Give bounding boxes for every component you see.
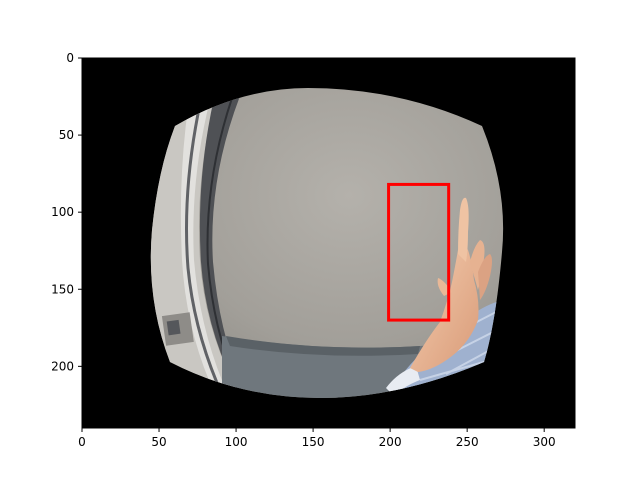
annotation-box bbox=[387, 182, 451, 322]
door-edge-line bbox=[185, 103, 222, 391]
x-tick-label: 250 bbox=[456, 435, 479, 449]
x-tick-label: 200 bbox=[379, 435, 402, 449]
axes-frame bbox=[81, 57, 576, 429]
y-tick-label: 0 bbox=[66, 51, 74, 65]
fisheye-photo bbox=[150, 88, 504, 398]
y-axis: 0 50 100 150 200 bbox=[51, 51, 82, 373]
x-tick-label: 150 bbox=[302, 435, 325, 449]
image-area bbox=[82, 58, 575, 428]
door-frame-light bbox=[180, 100, 226, 392]
door-frame-dark bbox=[199, 96, 246, 392]
x-axis: 0 50 100 150 200 250 300 bbox=[78, 428, 556, 449]
x-tick-label: 0 bbox=[78, 435, 86, 449]
x-tick-label: 100 bbox=[225, 435, 248, 449]
index-finger bbox=[458, 197, 469, 262]
y-tick-label: 150 bbox=[51, 282, 74, 296]
y-tick-label: 200 bbox=[51, 359, 74, 373]
hand-palm bbox=[410, 245, 479, 372]
cuff bbox=[386, 366, 420, 396]
wall-plate-inner bbox=[166, 319, 181, 336]
x-tick-label: 300 bbox=[533, 435, 556, 449]
lower-surface-shade bbox=[226, 336, 420, 356]
y-tick-label: 50 bbox=[59, 128, 74, 142]
y-tick-label: 100 bbox=[51, 205, 74, 219]
finger-3 bbox=[478, 254, 492, 300]
x-tick-label: 50 bbox=[151, 435, 166, 449]
